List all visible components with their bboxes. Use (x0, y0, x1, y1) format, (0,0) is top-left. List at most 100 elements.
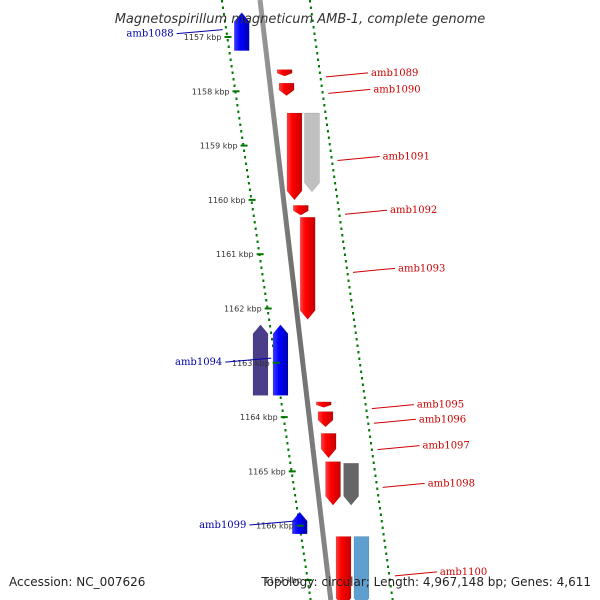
gene-amb1096[interactable] (317, 411, 334, 428)
shaded-genes-layer (252, 112, 370, 600)
guide-dot (300, 539, 303, 542)
gene-amb1095[interactable] (315, 401, 332, 408)
shaded-gene[interactable] (353, 536, 370, 600)
shaded-gene[interactable] (343, 462, 359, 506)
gene-amb1094[interactable] (272, 324, 289, 396)
guide-dot (281, 409, 284, 412)
guide-dot (377, 494, 380, 497)
guide-dot (237, 110, 240, 113)
guide-dot (293, 487, 296, 490)
guide-dot (296, 507, 299, 510)
guide-dot (337, 208, 340, 211)
guide-dot (292, 481, 295, 484)
guide-dot (309, 0, 311, 3)
guide-dot (341, 234, 344, 237)
guide-dot (355, 338, 358, 341)
guide-dot (343, 253, 346, 256)
guide-dot (320, 84, 323, 87)
gene-label[interactable]: amb1094 (175, 357, 222, 368)
gene-leader-line (328, 88, 371, 94)
gene-amb1089[interactable] (276, 69, 293, 77)
guide-dot (240, 130, 243, 133)
guide-dot (271, 344, 274, 347)
guide-dot (318, 71, 321, 74)
guide-dot (323, 104, 326, 107)
gene-amb1097[interactable] (320, 433, 337, 459)
guide-dot (256, 240, 259, 243)
gene-label[interactable]: amb1100 (440, 567, 487, 578)
gene-label[interactable]: amb1090 (373, 84, 420, 95)
guide-dot (371, 455, 374, 458)
guide-dot (327, 136, 330, 139)
guide-dot (317, 65, 320, 68)
guide-dot (336, 201, 339, 204)
guide-dot (356, 344, 359, 347)
gene-label[interactable]: amb1092 (390, 205, 437, 216)
guide-dot (360, 370, 363, 373)
gene-amb1092[interactable] (293, 205, 309, 216)
gene-leader-line (176, 29, 223, 35)
gene-amb1088[interactable] (233, 12, 250, 51)
guide-dot (253, 221, 256, 224)
guide-dot (267, 312, 270, 315)
map-title: Magnetospirillum magneticum AMB-1, compl… (115, 12, 486, 27)
gene-leader-line (382, 482, 425, 488)
shaded-gene[interactable] (304, 112, 320, 193)
gene-leader-line (352, 267, 396, 273)
gene-label[interactable]: amb1091 (383, 151, 430, 162)
gene-label[interactable]: amb1088 (126, 29, 173, 40)
guide-dot (369, 442, 372, 445)
guide-dot (322, 97, 325, 100)
guide-dot (374, 474, 377, 477)
gene-label[interactable]: amb1093 (398, 263, 445, 274)
guide-dot (252, 214, 255, 217)
guide-dot (246, 175, 249, 178)
guide-dot (241, 136, 244, 139)
gene-label[interactable]: amb1095 (417, 400, 464, 411)
guide-dot (227, 45, 230, 48)
gene-amb1100[interactable] (335, 536, 352, 600)
gene-amb1098[interactable] (325, 461, 341, 506)
kbp-tick-label: 1163 kbp (232, 359, 270, 368)
gene-label[interactable]: amb1089 (371, 68, 418, 79)
shaded-gene[interactable] (252, 324, 269, 396)
guide-dot (249, 195, 252, 198)
gene-label[interactable]: amb1098 (428, 478, 475, 489)
guide-dot (283, 422, 286, 425)
gene-label[interactable]: amb1097 (422, 441, 469, 452)
guide-dot (372, 461, 375, 464)
guide-dot (312, 26, 315, 29)
gene-amb1093[interactable] (299, 216, 316, 320)
gene-leader-line (373, 418, 416, 424)
guide-dot (379, 513, 382, 516)
guide-dot (310, 13, 313, 16)
gene-label[interactable]: amb1099 (199, 520, 246, 531)
guide-dot (242, 143, 245, 146)
gene-leader-line (344, 209, 388, 215)
guide-dot (368, 429, 371, 432)
guide-dot (248, 188, 251, 191)
guide-dot (345, 266, 348, 269)
gene-amb1099[interactable] (291, 511, 308, 535)
guide-dot (289, 461, 292, 464)
kbp-ticks-layer: 1157 kbp 1158 kbp 1159 kbp 1160 kbp 1161 kbp… (184, 33, 312, 585)
guide-dot (236, 104, 239, 107)
guide-dot (354, 331, 357, 334)
guide-dot (257, 247, 260, 250)
gene-amb1091[interactable] (286, 112, 303, 201)
gene-amb1090[interactable] (278, 82, 295, 97)
guide-dot (244, 156, 247, 159)
gene-leader-line (249, 520, 296, 526)
guide-dot (340, 227, 343, 230)
gene-leader-line (326, 72, 369, 78)
gene-label[interactable]: amb1096 (419, 414, 466, 425)
guide-dot (364, 403, 367, 406)
guide-dot (266, 305, 269, 308)
guide-dot (222, 13, 225, 16)
guide-dot (390, 591, 393, 594)
guide-dot (308, 591, 311, 594)
guide-dot (307, 585, 310, 588)
guide-dot (301, 546, 304, 549)
